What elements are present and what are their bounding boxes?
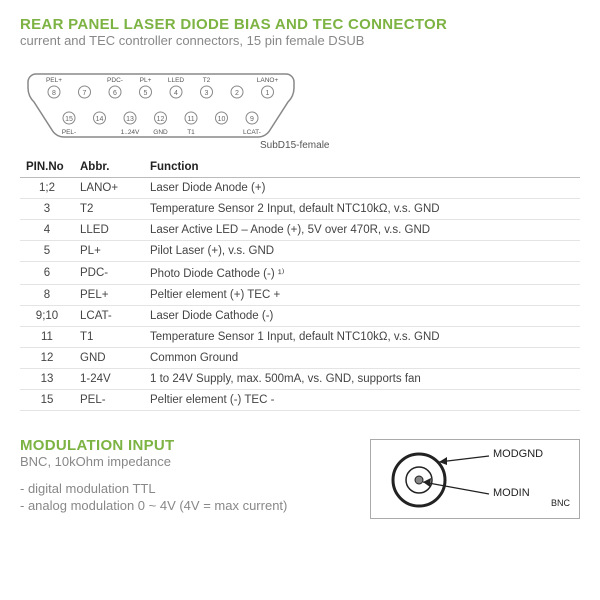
table-cell: T2 <box>74 199 144 220</box>
table-row: 131-24V1 to 24V Supply, max. 500mA, vs. … <box>20 369 580 390</box>
svg-text:9: 9 <box>250 116 254 123</box>
svg-text:LCAT-: LCAT- <box>243 129 261 136</box>
table-cell: 9;10 <box>20 306 74 327</box>
table-cell: PEL+ <box>74 285 144 306</box>
modulation-title: MODULATION INPUT <box>20 437 360 454</box>
pin-table: PIN.No Abbr. Function 1;2LANO+Laser Diod… <box>20 157 580 411</box>
svg-text:PEL-: PEL- <box>62 129 76 136</box>
svg-text:8: 8 <box>52 90 56 97</box>
table-cell: 15 <box>20 390 74 411</box>
table-cell: Temperature Sensor 1 Input, default NTC1… <box>144 327 580 348</box>
table-cell: 1 to 24V Supply, max. 500mA, vs. GND, su… <box>144 369 580 390</box>
table-cell: Photo Diode Cathode (-) ¹⁾ <box>144 262 580 285</box>
table-cell: T1 <box>74 327 144 348</box>
svg-text:15: 15 <box>65 116 73 123</box>
table-cell: 8 <box>20 285 74 306</box>
svg-text:T1: T1 <box>187 129 195 136</box>
bnc-type-label: BNC <box>551 498 570 508</box>
table-cell: 1-24V <box>74 369 144 390</box>
svg-text:4: 4 <box>174 90 178 97</box>
svg-text:5: 5 <box>144 90 148 97</box>
table-cell: Laser Active LED – Anode (+), 5V over 47… <box>144 220 580 241</box>
svg-text:LLED: LLED <box>168 77 185 84</box>
table-cell: 4 <box>20 220 74 241</box>
table-row: 9;10LCAT-Laser Diode Cathode (-) <box>20 306 580 327</box>
svg-text:7: 7 <box>83 90 87 97</box>
table-cell: 13 <box>20 369 74 390</box>
bnc-diagram: MODGND MODIN BNC <box>370 439 580 519</box>
table-cell: Peltier element (+) TEC + <box>144 285 580 306</box>
modulation-section: MODULATION INPUT BNC, 10kOhm impedance -… <box>20 437 580 519</box>
svg-text:1: 1 <box>266 90 270 97</box>
svg-text:3: 3 <box>205 90 209 97</box>
table-row: 4LLEDLaser Active LED – Anode (+), 5V ov… <box>20 220 580 241</box>
svg-text:10: 10 <box>218 116 226 123</box>
col-func: Function <box>144 157 580 178</box>
table-row: 11T1Temperature Sensor 1 Input, default … <box>20 327 580 348</box>
dsub-connector-diagram: 8 PEL+ 7 6 PDC- 5 PL+ 4 LLED 3 T2 2 1 LANO+ 15 PEL- 14 1… <box>26 62 296 147</box>
modulation-bullet: - digital modulation TTL <box>20 481 360 496</box>
bnc-inner-label: MODIN <box>493 487 530 499</box>
connector-caption: SubD15-female <box>260 140 580 151</box>
svg-text:LANO+: LANO+ <box>257 77 279 84</box>
table-row: 1;2LANO+Laser Diode Anode (+) <box>20 178 580 199</box>
col-pin: PIN.No <box>20 157 74 178</box>
table-cell: 6 <box>20 262 74 285</box>
table-cell: 12 <box>20 348 74 369</box>
table-cell: Laser Diode Cathode (-) <box>144 306 580 327</box>
table-cell: LLED <box>74 220 144 241</box>
bnc-outer-label: MODGND <box>493 448 543 460</box>
table-cell: GND <box>74 348 144 369</box>
page-subtitle: current and TEC controller connectors, 1… <box>20 33 580 48</box>
table-cell: 3 <box>20 199 74 220</box>
svg-text:PDC-: PDC- <box>107 77 123 84</box>
page-title: REAR PANEL LASER DIODE BIAS AND TEC CONN… <box>20 16 580 33</box>
svg-text:12: 12 <box>157 116 165 123</box>
svg-text:11: 11 <box>187 116 194 123</box>
table-cell: PL+ <box>74 241 144 262</box>
svg-text:T2: T2 <box>203 77 211 84</box>
table-row: 8PEL+Peltier element (+) TEC + <box>20 285 580 306</box>
table-row: 12GNDCommon Ground <box>20 348 580 369</box>
table-header-row: PIN.No Abbr. Function <box>20 157 580 178</box>
table-row: 15PEL-Peltier element (-) TEC - <box>20 390 580 411</box>
table-cell: 11 <box>20 327 74 348</box>
modulation-bullet: - analog modulation 0 ~ 4V (4V = max cur… <box>20 498 360 513</box>
col-abbr: Abbr. <box>74 157 144 178</box>
table-cell: Temperature Sensor 2 Input, default NTC1… <box>144 199 580 220</box>
table-cell: Laser Diode Anode (+) <box>144 178 580 199</box>
table-cell: PDC- <box>74 262 144 285</box>
table-cell: 5 <box>20 241 74 262</box>
svg-text:1..24V: 1..24V <box>121 129 140 136</box>
table-cell: 1;2 <box>20 178 74 199</box>
table-cell: Peltier element (-) TEC - <box>144 390 580 411</box>
svg-text:2: 2 <box>235 90 239 97</box>
table-cell: LANO+ <box>74 178 144 199</box>
table-cell: PEL- <box>74 390 144 411</box>
table-row: 3T2Temperature Sensor 2 Input, default N… <box>20 199 580 220</box>
table-row: 6PDC-Photo Diode Cathode (-) ¹⁾ <box>20 262 580 285</box>
svg-text:GND: GND <box>153 129 168 136</box>
table-row: 5PL+Pilot Laser (+), v.s. GND <box>20 241 580 262</box>
modulation-subtitle: BNC, 10kOhm impedance <box>20 454 360 469</box>
svg-text:13: 13 <box>126 116 134 123</box>
svg-text:6: 6 <box>113 90 117 97</box>
table-cell: LCAT- <box>74 306 144 327</box>
table-cell: Common Ground <box>144 348 580 369</box>
table-cell: Pilot Laser (+), v.s. GND <box>144 241 580 262</box>
svg-text:PL+: PL+ <box>140 77 152 84</box>
svg-text:PEL+: PEL+ <box>46 77 62 84</box>
svg-text:14: 14 <box>96 116 104 123</box>
